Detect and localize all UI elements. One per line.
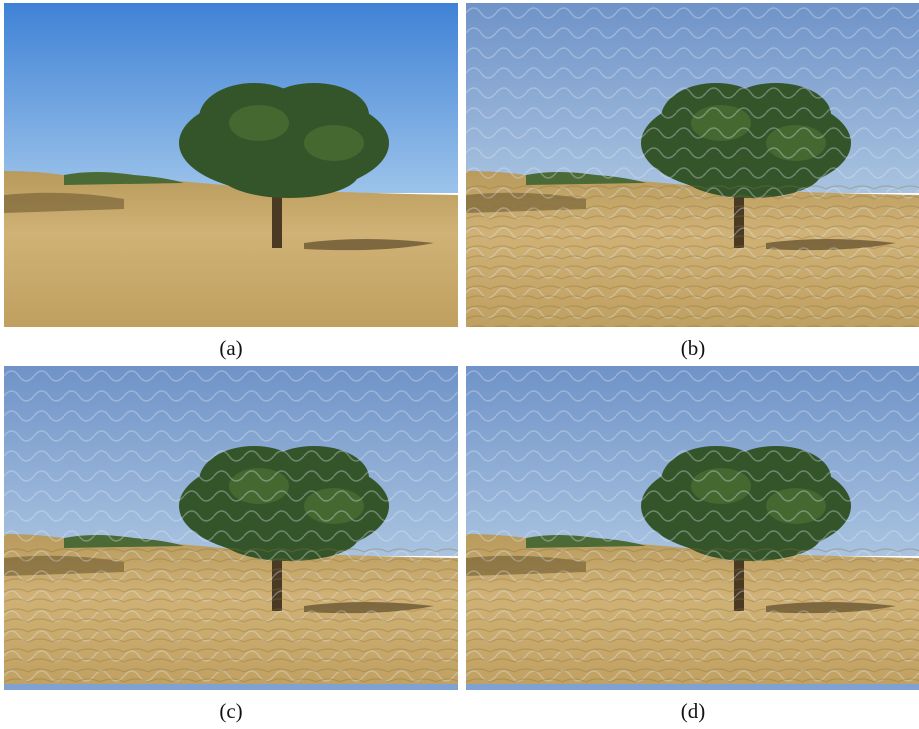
caption: (b) bbox=[466, 336, 919, 361]
figure: (a) (b) (c) (d) (() => { const data = JS… bbox=[0, 0, 919, 729]
caption: (c) bbox=[4, 699, 458, 724]
caption: (a) bbox=[4, 336, 458, 361]
photo-original bbox=[4, 3, 458, 327]
stylized-b bbox=[466, 3, 919, 327]
caption: (d) bbox=[466, 699, 919, 724]
stylized-c bbox=[4, 366, 458, 690]
stylized-d bbox=[466, 366, 919, 690]
